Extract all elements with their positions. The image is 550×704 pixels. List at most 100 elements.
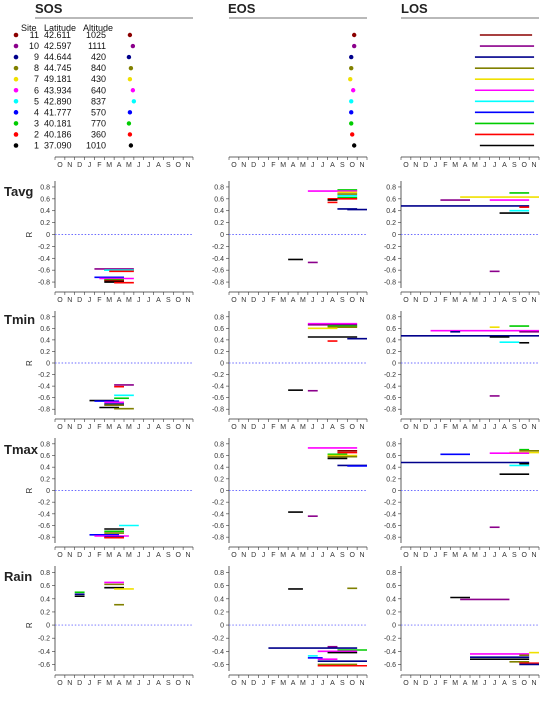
y-tick-label: 0.6 (40, 453, 50, 460)
x-tick-label-legend-row: J (311, 162, 315, 169)
y-tick-label: -0.8 (212, 280, 224, 287)
legend-site-dot (13, 121, 19, 126)
legend-dot-site-3 (349, 121, 354, 126)
x-tick-label-rain: D (423, 680, 428, 687)
x-tick-label-rain: J (311, 680, 315, 687)
y-tick-label: 0.6 (40, 196, 50, 203)
x-tick-label-tavg: J (147, 297, 151, 304)
legend-dot-site-10 (130, 43, 136, 49)
y-tick-label: -0.4 (384, 256, 396, 263)
x-tick-label-legend-row: O (57, 162, 63, 169)
legend-site-latitude: 40.181 (44, 118, 72, 128)
site-legend-table: Site Latitude Altitude 11 42.611 1025 10 42.… (13, 23, 113, 151)
x-tick-label-rain: O (403, 680, 409, 687)
x-tick-label-tavg: M (106, 297, 112, 304)
x-tick-label-legend-row: O (175, 162, 181, 169)
y-tick-label: -0.4 (384, 511, 396, 518)
legend-site-latitude: 42.890 (44, 96, 72, 106)
x-tick-label-tmax: A (330, 552, 335, 559)
x-tick-label-tmin: S (340, 424, 345, 431)
x-tick-label-rain: O (231, 680, 237, 687)
legend-site-dot (13, 143, 19, 148)
x-tick-label-tavg: F (97, 297, 101, 304)
x-tick-label-rain: M (300, 680, 306, 687)
x-tick-label-tmin: M (452, 424, 458, 431)
y-tick-label: -0.6 (212, 268, 224, 275)
x-tick-label-tmin: D (423, 424, 428, 431)
y-tick-label: -0.6 (384, 662, 396, 669)
legend-site-dot (13, 32, 19, 38)
x-tick-label-tavg: D (251, 297, 256, 304)
x-tick-label-tmax: J (137, 552, 141, 559)
x-tick-label-tavg: F (271, 297, 275, 304)
x-tick-label-tmin: M (106, 424, 112, 431)
x-tick-label-tmax: D (77, 552, 82, 559)
legend-site-dot (13, 76, 19, 82)
x-tick-label-rain: J (493, 680, 497, 687)
x-tick-label-rain: S (340, 680, 345, 687)
legend-dot-site-9 (126, 54, 132, 60)
y-axis-label: R (25, 360, 34, 366)
legend-dot-site-7 (348, 77, 353, 82)
x-tick-label-tmax: N (413, 552, 418, 559)
x-tick-label-tmin: N (360, 424, 365, 431)
x-tick-label-legend-row: D (77, 162, 82, 169)
x-tick-label-legend-row: S (166, 162, 171, 169)
x-tick-label-legend-row: J (147, 162, 151, 169)
x-tick-label-legend-row: N (532, 162, 537, 169)
x-tick-label-legend-row: A (463, 162, 468, 169)
x-tick-label-tmax: O (403, 552, 409, 559)
x-tick-label-legend-row: M (452, 162, 458, 169)
x-tick-label-tavg: O (175, 297, 181, 304)
x-tick-label-tmin: F (271, 424, 275, 431)
legend-dot-site-6 (130, 88, 136, 93)
y-tick-label: 0 (46, 361, 50, 368)
x-tick-label-tmin: J (483, 424, 487, 431)
y-tick-label: 0.8 (214, 184, 224, 191)
y-tick-label: 0.2 (386, 349, 396, 356)
x-tick-label-rain: F (443, 680, 447, 687)
column-titles: SOS EOS LOS (35, 1, 428, 16)
y-tick-label: -0.2 (38, 636, 50, 643)
x-tick-label-tavg: O (231, 297, 237, 304)
x-tick-label-tavg: J (262, 297, 266, 304)
legend-site-altitude: 1010 (86, 141, 106, 151)
x-tick-label-legend-row: M (300, 162, 306, 169)
y-tick-label: -0.8 (38, 407, 50, 414)
x-tick-label-tmin: O (231, 424, 237, 431)
y-tick-label: 0 (392, 361, 396, 368)
x-tick-label-tmax: M (452, 552, 458, 559)
y-tick-label: 0.4 (214, 596, 224, 603)
legend-site-id: 11 (30, 30, 39, 40)
y-tick-label: 0 (46, 232, 50, 239)
legend-dot-site-10 (351, 43, 357, 49)
x-tick-label-tmin: A (330, 424, 335, 431)
x-tick-label-tmax: J (311, 552, 315, 559)
legend-site-latitude: 41.777 (44, 107, 72, 117)
x-tick-label-rain: F (271, 680, 275, 687)
panel-los-rain: 0.8 0.6 0.4 0.2 0 -0.2 -0.4 -0.6 (384, 566, 539, 671)
y-tick-label: 0.6 (386, 453, 396, 460)
x-tick-label-legend-row: A (291, 162, 296, 169)
y-tick-label: -0.6 (212, 395, 224, 402)
x-tick-label-tmin: N (67, 424, 72, 431)
x-tick-label-tmin: J (311, 424, 315, 431)
y-tick-label: -0.2 (384, 636, 396, 643)
y-tick-label: 0.4 (214, 465, 224, 472)
y-tick-label: 0.6 (214, 453, 224, 460)
x-tick-label-legend-row: O (231, 162, 237, 169)
x-tick-label-tavg: S (166, 297, 171, 304)
legend-site-id: 8 (34, 63, 39, 73)
x-tick-label-tmax: O (175, 552, 181, 559)
x-tick-label-tmin: O (521, 424, 527, 431)
y-tick-label: -0.4 (38, 511, 50, 518)
x-tick-label-tmax: M (472, 552, 478, 559)
row-title-tmin: Tmin (4, 312, 35, 327)
x-tick-label-tmax: M (126, 552, 132, 559)
legend-site-altitude: 360 (91, 129, 106, 139)
x-tick-label-tmax: A (463, 552, 468, 559)
y-tick-label: -0.2 (212, 500, 224, 507)
x-tick-label-tmin: M (472, 424, 478, 431)
x-tick-label-legend-row: J (321, 162, 325, 169)
